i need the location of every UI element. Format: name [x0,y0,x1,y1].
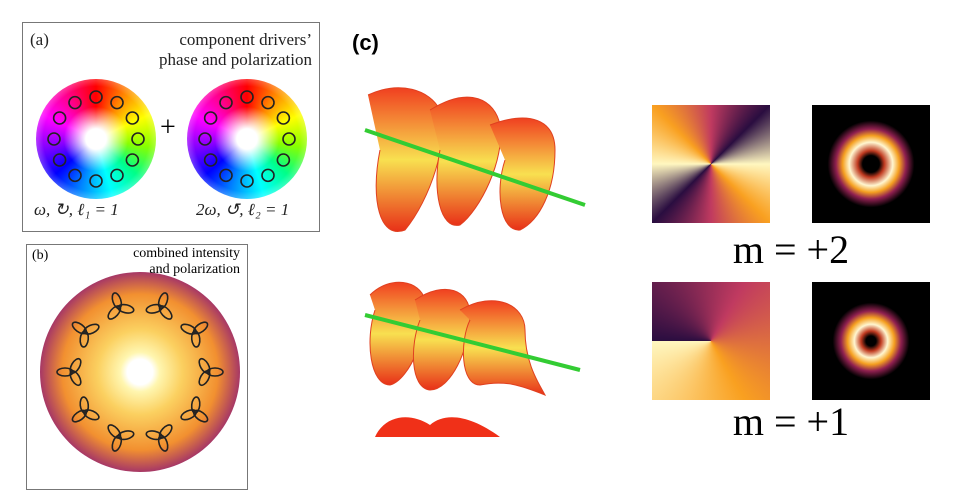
panel-a [22,22,320,232]
icon [47,132,61,146]
icon [192,409,209,423]
helix [364,87,586,437]
icon [261,168,275,183]
caption: m = +1 [732,399,850,444]
icon [110,95,124,110]
icon [131,132,145,146]
icon [52,111,67,125]
icon [180,323,197,335]
panel-b [26,244,248,490]
icon [117,303,135,314]
driver-label: ω, ↻, ℓ₁ = 1 [34,200,119,219]
icon [69,357,82,374]
icon [190,330,201,348]
icon [240,90,254,104]
icon [125,153,140,167]
icon [261,95,275,110]
icon [83,409,100,421]
icon [180,409,197,421]
icon [240,174,254,188]
icon [276,153,291,167]
icon [206,367,224,377]
icon [111,434,123,452]
icon [219,168,233,183]
icon [52,153,67,167]
icon [83,323,100,335]
icon [157,292,169,310]
icon [192,321,209,335]
title-line: and polarization [149,262,240,277]
icon [89,174,103,188]
icon [107,305,122,320]
intensity-map [812,105,930,223]
icon [276,111,291,125]
icon [145,303,163,314]
icon [203,111,218,125]
icon [56,367,74,377]
icon [79,396,90,414]
icon [190,396,201,414]
icon [282,132,296,146]
icon [219,95,233,110]
icon [125,111,140,125]
icon [198,370,211,387]
icon [110,168,124,183]
panel-label: (c) [352,30,379,55]
icon [111,292,123,310]
icon [68,95,82,110]
title-line: phase and polarization [159,50,312,69]
icon [157,434,169,452]
intensity-map [812,282,930,400]
icon [158,305,173,320]
title-line: component drivers’ [179,30,312,49]
icon [89,90,103,104]
icon [117,430,135,441]
panel-label: (b) [32,248,49,263]
icon [69,370,82,387]
icon [145,430,163,441]
title-line: combined intensity [133,246,240,261]
panel-label: (a) [30,30,49,49]
phase-map [652,282,770,400]
icon [71,321,88,335]
plus: + [160,112,176,143]
polarization-icons [47,90,296,452]
icon [203,153,218,167]
color-wheel [187,79,307,199]
caption: m = +2 [732,227,850,272]
icon [107,424,122,439]
icon [68,168,82,183]
icon [198,357,211,374]
icon [198,132,212,146]
icon [158,424,173,439]
color-wheel [36,79,156,199]
icon [71,409,88,423]
phase-map [652,105,770,223]
icon [79,330,90,348]
driver-label: 2ω, ↺, ℓ₂ = 1 [196,200,290,219]
